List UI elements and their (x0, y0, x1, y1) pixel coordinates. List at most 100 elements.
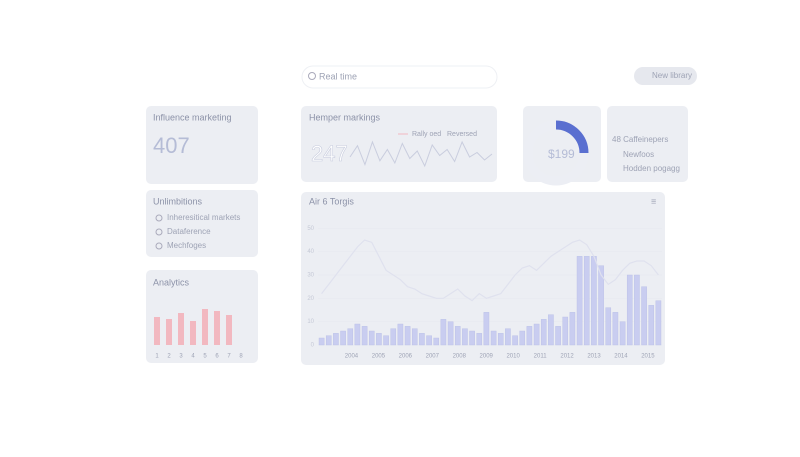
x-tick-label: 2011 (534, 354, 548, 360)
bar (462, 328, 468, 346)
y-tick-label: 40 (307, 249, 314, 255)
x-tick-label: 8 (239, 354, 243, 360)
card-title: Influence marketing (153, 112, 232, 122)
bar (340, 330, 346, 346)
list-item: 48 Caffeinepers (612, 135, 668, 144)
bar (591, 256, 597, 346)
kpi-value: 247 (311, 141, 348, 166)
list-item: Hodden pogagg (623, 164, 680, 173)
bar (619, 321, 626, 346)
bar (505, 328, 511, 346)
bar (598, 265, 604, 346)
check-icon (155, 242, 163, 250)
bar (354, 323, 361, 346)
legend-label: Rally oed (412, 131, 441, 138)
button-label: New library (652, 71, 692, 80)
x-tick-label: 2007 (426, 354, 440, 360)
card (301, 106, 497, 182)
menu-icon[interactable]: ≡ (651, 196, 656, 206)
bar (419, 333, 425, 346)
bar (325, 335, 332, 346)
chart-title: Air 6 Torgis (309, 196, 354, 206)
x-tick-label: 7 (227, 354, 231, 360)
donut-segment (523, 120, 589, 186)
bar (540, 319, 547, 346)
bar (361, 326, 368, 346)
x-tick-label: 2005 (372, 354, 386, 360)
bar (411, 328, 418, 346)
line (321, 239, 659, 302)
donut-label: $199 (548, 147, 575, 161)
search-box[interactable] (301, 65, 498, 89)
bar (190, 321, 196, 345)
x-tick-label: 2009 (480, 354, 494, 360)
bar (333, 333, 339, 346)
bar (569, 312, 576, 346)
check-icon (155, 214, 163, 222)
bar (383, 335, 389, 346)
bar (497, 333, 504, 346)
bar (562, 316, 569, 346)
bar (440, 319, 447, 346)
bar (605, 307, 612, 346)
x-tick-label: 2008 (453, 354, 467, 360)
bar (318, 337, 325, 346)
bar (555, 326, 561, 346)
check-icon (155, 228, 163, 236)
x-tick-label: 2012 (560, 354, 574, 360)
kpi-value: 407 (153, 133, 190, 158)
bar (483, 312, 490, 346)
check-item: Dataference (167, 227, 211, 236)
bar (226, 315, 232, 345)
y-tick-label: 50 (307, 226, 314, 232)
card (607, 106, 688, 182)
x-tick-label: 6 (215, 354, 219, 360)
x-tick-label: 4 (191, 354, 195, 360)
y-tick-label: 10 (307, 319, 314, 325)
bar (154, 317, 160, 345)
check-item: Inheresitical markets (167, 213, 240, 222)
check-item: Mechfoges (167, 241, 206, 250)
bar (390, 328, 397, 346)
bar (533, 323, 540, 346)
bar (376, 333, 382, 346)
bar (512, 335, 518, 346)
x-tick-label: 2015 (641, 354, 655, 360)
sparkline (349, 140, 493, 168)
donut-segment (555, 120, 589, 154)
bar (626, 274, 633, 346)
bar (641, 286, 647, 346)
bar (454, 326, 461, 346)
bar (214, 311, 220, 345)
bar (166, 319, 172, 345)
bar (202, 309, 208, 345)
x-tick-label: 2004 (345, 354, 359, 360)
bar (612, 312, 619, 346)
x-tick-label: 1 (155, 354, 159, 360)
x-tick-label: 2006 (399, 354, 413, 360)
card-title: Hemper markings (309, 112, 381, 122)
y-tick-label: 0 (311, 343, 315, 349)
x-tick-label: 2013 (587, 354, 601, 360)
bar (447, 321, 454, 346)
bar (469, 330, 475, 346)
new-button[interactable] (634, 67, 697, 85)
bar (576, 256, 583, 346)
search-placeholder: Real time (319, 71, 357, 81)
x-tick-label: 2 (167, 354, 171, 360)
bar (655, 300, 662, 346)
card (146, 106, 258, 184)
legend-label: Reversed (447, 131, 477, 138)
card-title: Analytics (153, 277, 190, 287)
bar (426, 335, 432, 346)
bar (519, 330, 526, 346)
bar (347, 328, 354, 346)
card-title: Unlimbitions (153, 196, 203, 206)
x-tick-label: 3 (179, 354, 183, 360)
bar (490, 330, 497, 346)
search-icon (308, 72, 316, 80)
x-tick-label: 2014 (614, 354, 628, 360)
bar (476, 333, 483, 346)
